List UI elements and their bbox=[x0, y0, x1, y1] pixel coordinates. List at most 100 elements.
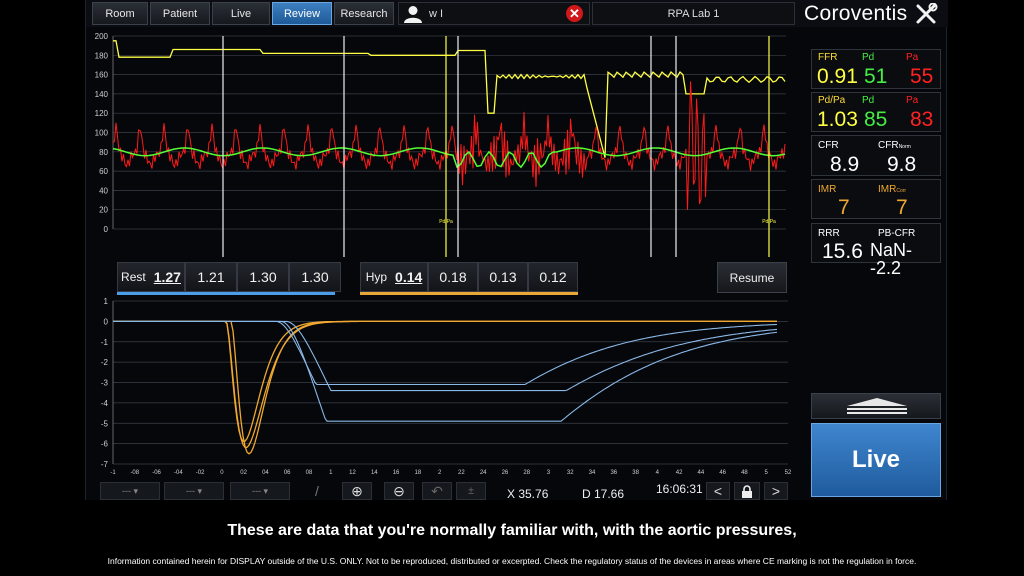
rest-curve bbox=[113, 320, 778, 386]
cfr-label: CFR bbox=[818, 140, 839, 151]
y-tick-label: 1 bbox=[104, 297, 109, 306]
x-tick-label: 26 bbox=[502, 470, 509, 476]
x-tick-label: 14 bbox=[371, 470, 378, 476]
user-name: w I bbox=[429, 7, 444, 20]
cfr-norm-value: 9.8 bbox=[887, 153, 917, 176]
brand-logo: Coroventis bbox=[804, 2, 908, 25]
y-tick-label: 0 bbox=[104, 317, 109, 326]
x-tick-label: 52 bbox=[785, 470, 792, 476]
x-tick-label: -04 bbox=[174, 470, 183, 476]
x-tick-label: 12 bbox=[349, 470, 356, 476]
user-field[interactable]: w I bbox=[398, 2, 590, 25]
time-readout: 16:06:31 bbox=[656, 482, 703, 496]
undo-icon[interactable]: ↶ bbox=[422, 482, 452, 500]
rest-ratio-main[interactable]: Rest 1.27 bbox=[117, 262, 185, 292]
prev-icon[interactable]: < bbox=[706, 482, 730, 500]
x-tick-label: 32 bbox=[567, 470, 574, 476]
x-tick-label: 48 bbox=[741, 470, 748, 476]
hyp-ratio-main[interactable]: Hyp 0.14 bbox=[360, 262, 428, 292]
imr-label: IMR bbox=[818, 184, 837, 195]
tab-live[interactable]: Live bbox=[212, 2, 270, 25]
resume-button[interactable]: Resume bbox=[717, 262, 787, 293]
pdpa-value: 1.03 bbox=[817, 108, 858, 131]
close-icon[interactable]: ✕ bbox=[566, 5, 583, 22]
x-tick-label: 28 bbox=[523, 470, 530, 476]
hyperemia-curve bbox=[113, 320, 777, 455]
cfr-norm-label: CFRNorm bbox=[878, 140, 911, 151]
ffr-pd-label: Pd bbox=[862, 52, 875, 63]
x-tick-label: 08 bbox=[306, 470, 313, 476]
x-tick-label: -08 bbox=[130, 470, 139, 476]
rest-ratio-1[interactable]: 1.21 bbox=[185, 262, 237, 292]
rest-ratio-3[interactable]: 1.30 bbox=[289, 262, 341, 292]
tab-room[interactable]: Room bbox=[92, 2, 148, 25]
y-tick-label: 200 bbox=[95, 32, 109, 41]
x-tick-label: 18 bbox=[414, 470, 421, 476]
pbcfr-label: PB-CFR bbox=[878, 228, 916, 239]
y-tick-label: -4 bbox=[101, 399, 109, 408]
hyp-underline bbox=[360, 292, 578, 295]
pdpa-label: Pd/Pa bbox=[818, 95, 846, 106]
x-tick-label: 04 bbox=[262, 470, 269, 476]
toolbar-dropdown-2[interactable]: --- ▾ bbox=[164, 482, 224, 500]
x-tick-label: -02 bbox=[196, 470, 205, 476]
tools-icon[interactable] bbox=[914, 3, 938, 25]
top-bar: Room Patient Live Review Research w I ✕ … bbox=[86, 0, 948, 27]
rest-curve bbox=[113, 320, 778, 392]
imr-corr-sub: Corr bbox=[896, 188, 907, 194]
pdpa-box[interactable]: Pd/Pa Pd Pa 1.03 85 83 bbox=[811, 92, 941, 132]
tab-patient[interactable]: Patient bbox=[150, 2, 210, 25]
y-tick-label: 160 bbox=[95, 71, 109, 80]
zoom-in-icon[interactable]: ⊕ bbox=[342, 482, 372, 500]
x-tick-label: 2 bbox=[438, 470, 442, 476]
lock-glyph bbox=[742, 484, 752, 498]
cfr-value: 8.9 bbox=[830, 153, 860, 176]
rrr-box[interactable]: RRR PB-CFR 15.6 NaN--2.2 bbox=[811, 223, 941, 277]
tab-research[interactable]: Research bbox=[334, 2, 394, 25]
y-tick-label: 0 bbox=[104, 225, 109, 234]
y-tick-label: 40 bbox=[99, 186, 108, 195]
hyp-ratio-3[interactable]: 0.12 bbox=[528, 262, 578, 292]
zoom-out-icon[interactable]: ⊖ bbox=[384, 482, 414, 500]
lab-name: RPA Lab 1 bbox=[592, 2, 795, 25]
disclaimer: Information contained herein for DISPLAY… bbox=[107, 556, 917, 566]
next-icon[interactable]: > bbox=[764, 482, 788, 500]
cfr-box[interactable]: CFR CFRNorm 8.9 9.8 bbox=[811, 135, 941, 176]
x-tick-label: 46 bbox=[719, 470, 726, 476]
collapse-button[interactable] bbox=[811, 393, 941, 419]
hyp-ratio-2[interactable]: 0.13 bbox=[478, 262, 528, 292]
hyp-ratio-1[interactable]: 0.18 bbox=[428, 262, 478, 292]
ffr-label: FFR bbox=[818, 52, 838, 63]
cfr-norm-sub: Norm bbox=[898, 144, 911, 150]
y-tick-label: 20 bbox=[99, 206, 108, 215]
ffr-pa-label: Pa bbox=[906, 52, 919, 63]
thermodilution-chart[interactable]: 10-1-2-3-4-5-6-7-1 -08 -06 -04 -02 0 02 04 06 08 1… bbox=[86, 296, 798, 480]
tab-review[interactable]: Review bbox=[272, 2, 332, 25]
y-tick-label: -5 bbox=[101, 419, 109, 428]
imr-box[interactable]: IMR IMRCorr 7 7 bbox=[811, 179, 941, 219]
y-tick-label: 140 bbox=[95, 90, 109, 99]
rest-underline bbox=[117, 292, 335, 295]
x-tick-label: 0 bbox=[220, 470, 224, 476]
ffr-box[interactable]: FFR Pd Pa 0.91 51 55 bbox=[811, 49, 941, 89]
pen-icon[interactable]: / bbox=[315, 483, 319, 499]
imr-corr-value: 7 bbox=[896, 196, 908, 219]
live-button[interactable]: Live bbox=[811, 423, 941, 497]
pdpa-pa-value: 83 bbox=[910, 108, 934, 131]
rest-ratio-2[interactable]: 1.30 bbox=[237, 262, 289, 292]
lock-icon[interactable] bbox=[734, 482, 760, 500]
pdpa-marker-label: Pd/Pa bbox=[762, 219, 776, 225]
toolbar-dropdown-3[interactable]: --- ▾ bbox=[230, 482, 290, 500]
plus-minus-icon[interactable]: ± bbox=[456, 482, 486, 500]
toolbar-dropdown-1[interactable]: --- ▾ bbox=[100, 482, 160, 500]
y-tick-label: -6 bbox=[101, 440, 109, 449]
chevron-up-icon bbox=[847, 398, 907, 414]
d-readout: D 17.66 bbox=[582, 487, 625, 501]
x-tick-label: 22 bbox=[458, 470, 465, 476]
y-tick-label: 120 bbox=[95, 109, 109, 118]
y-tick-label: 80 bbox=[99, 148, 108, 157]
x-tick-label: 1 bbox=[329, 470, 333, 476]
x-tick-label: 38 bbox=[632, 470, 639, 476]
pbcfr-value: NaN--2.2 bbox=[870, 240, 913, 278]
